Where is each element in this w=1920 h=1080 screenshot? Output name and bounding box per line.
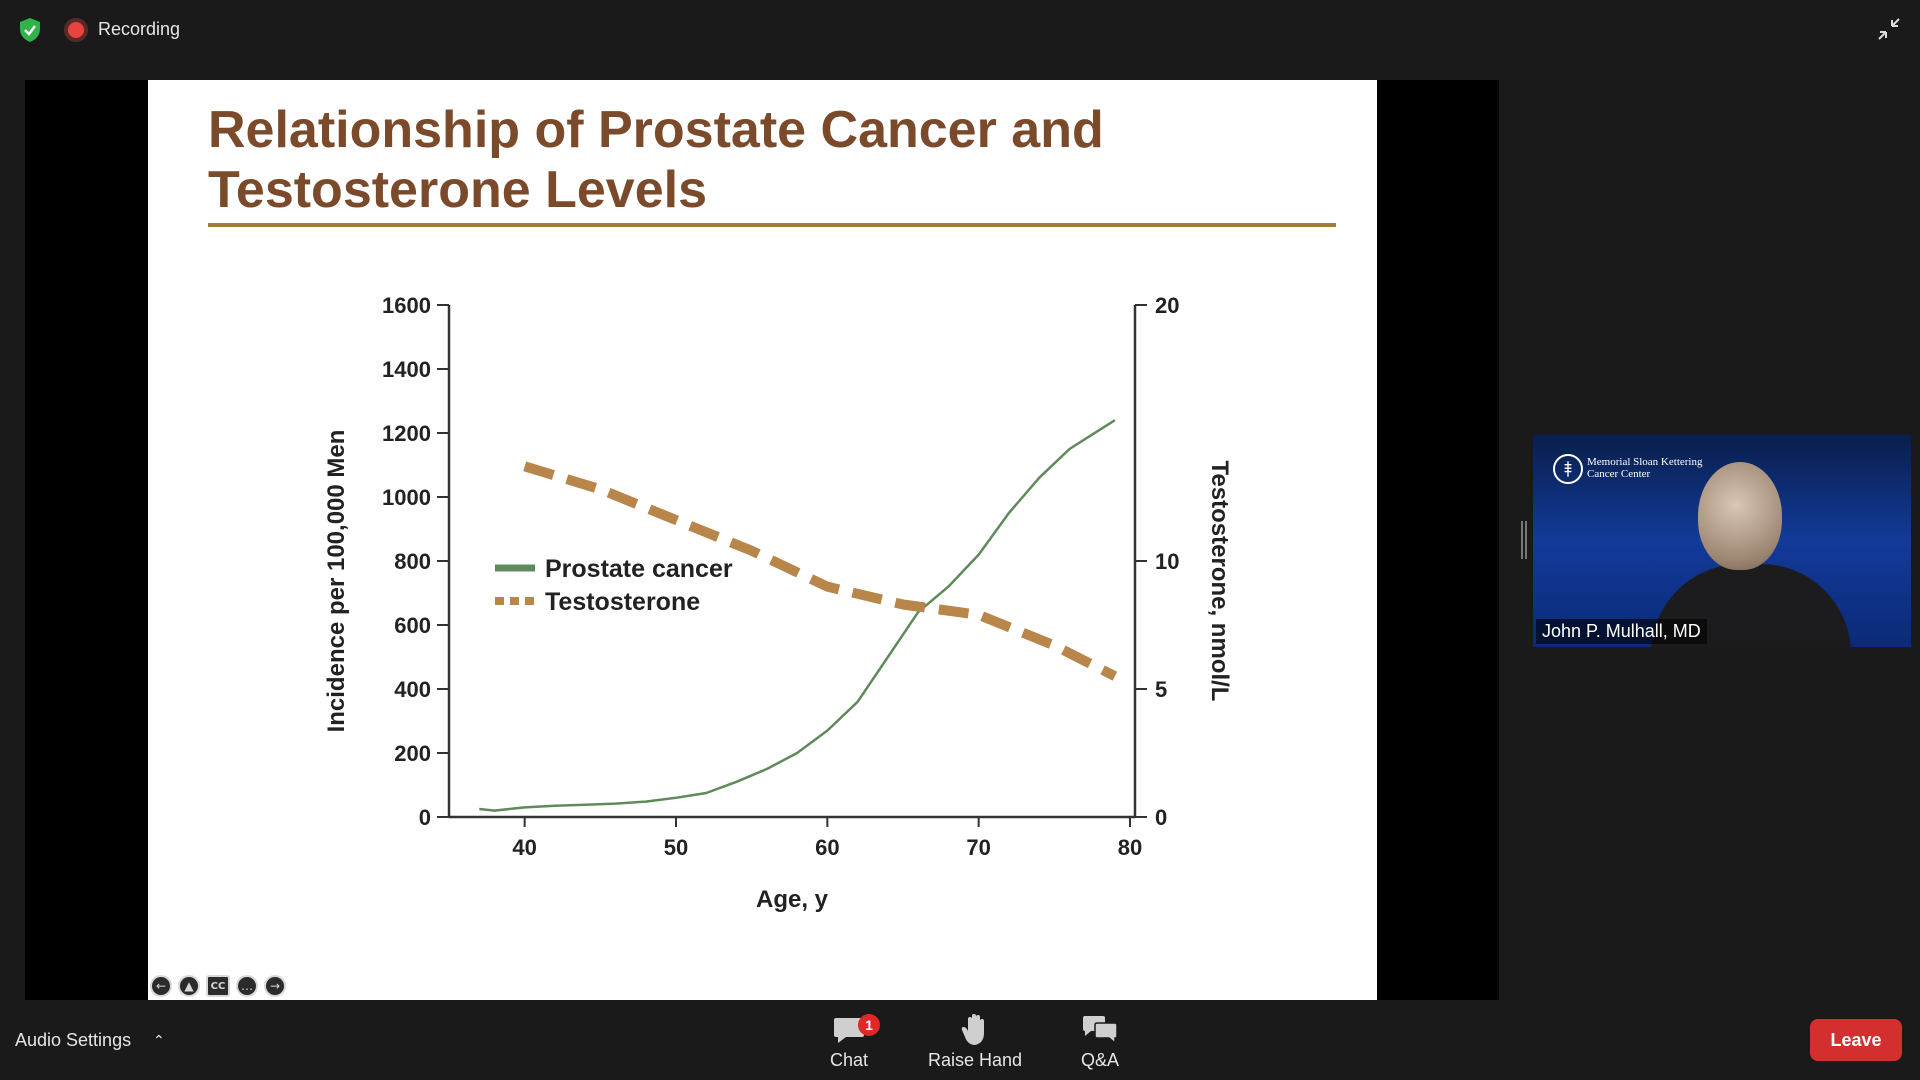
captions-button[interactable]: CC	[206, 975, 230, 997]
audio-settings-button[interactable]: Audio Settings	[15, 1030, 132, 1050]
legend-label: Testosterone	[545, 588, 700, 616]
chat-unread-badge: 1	[858, 1014, 880, 1036]
y-tick-label: 600	[394, 613, 431, 638]
qa-label: Q&A	[1080, 1050, 1119, 1070]
y2-tick-label: 0	[1155, 805, 1167, 830]
exit-fullscreen-icon[interactable]	[1876, 16, 1902, 42]
next-slide-icon[interactable]: →	[264, 975, 286, 997]
y-tick-label: 400	[394, 677, 431, 702]
y-tick-label: 200	[394, 741, 431, 766]
security-shield-icon[interactable]	[18, 17, 42, 43]
y-tick-label: 1400	[382, 357, 431, 382]
slide-controls: ← ▲ CC … →	[150, 975, 286, 999]
raise-hand-icon	[961, 1014, 984, 1045]
qa-button[interactable]: Q&A	[1045, 1010, 1155, 1074]
chevron-up-icon[interactable]: ⌃	[153, 1032, 165, 1048]
leave-button[interactable]: Leave	[1810, 1019, 1902, 1061]
meeting-toolbar: Audio Settings ⌃ 1 Chat Raise Hand Q&A L…	[0, 1000, 1920, 1080]
recording-icon[interactable]	[64, 18, 88, 42]
raise-hand-label: Raise Hand	[927, 1050, 1023, 1070]
x-tick-label: 70	[966, 835, 990, 860]
y-tick-label: 0	[419, 805, 431, 830]
x-tick-label: 80	[1118, 835, 1142, 860]
x-tick-label: 50	[664, 835, 688, 860]
y2-tick-label: 20	[1155, 293, 1179, 318]
chat-label: Chat	[829, 1050, 869, 1070]
more-options-icon[interactable]: …	[236, 975, 258, 997]
qa-icon	[1083, 1016, 1118, 1045]
slide-title-line2: Testosterone Levels	[208, 161, 708, 219]
legend-label: Prostate cancer	[545, 555, 733, 583]
chat-icon	[834, 1018, 864, 1043]
y-tick-label: 1200	[382, 421, 431, 446]
series-prostate-cancer-line	[479, 419, 1116, 812]
chart-y2label: Testosterone, nmol/L	[1206, 461, 1233, 702]
slide-title: Relationship of Prostate Cancer and Test…	[208, 100, 1308, 220]
x-tick-label: 40	[512, 835, 536, 860]
presentation-slide: Relationship of Prostate Cancer and Test…	[148, 80, 1377, 1000]
series-testosterone-line	[523, 461, 1118, 681]
chart-ylabel: Incidence per 100,000 Men	[323, 430, 350, 733]
chat-button[interactable]: 1 Chat	[794, 1010, 904, 1074]
y2-tick-label: 5	[1155, 677, 1167, 702]
top-bar: Recording	[0, 0, 1920, 60]
slide-title-line1: Relationship of Prostate Cancer and	[208, 101, 1104, 159]
x-tick-label: 60	[815, 835, 839, 860]
org-line2: Cancer Center	[1587, 468, 1651, 480]
chart-xlabel: Age, y	[756, 886, 829, 913]
pen-icon[interactable]: ▲	[178, 975, 200, 997]
title-underline	[208, 223, 1336, 227]
msk-logo-icon	[1553, 454, 1583, 484]
participant-video[interactable]: Memorial Sloan Kettering Cancer Center J…	[1533, 434, 1911, 647]
org-logo-text: Memorial Sloan Kettering Cancer Center	[1587, 456, 1702, 480]
raise-hand-button[interactable]: Raise Hand	[920, 1010, 1030, 1074]
y-tick-label: 1600	[382, 293, 431, 318]
org-line1: Memorial Sloan Kettering	[1587, 456, 1703, 468]
y-tick-label: 1000	[382, 485, 431, 510]
y-tick-label: 800	[394, 549, 431, 574]
participant-name: John P. Mulhall, MD	[1536, 619, 1707, 644]
chart-legend: Prostate cancer Testosterone	[495, 555, 733, 616]
y2-tick-label: 10	[1155, 549, 1179, 574]
recording-label[interactable]: Recording	[98, 19, 181, 39]
prev-slide-icon[interactable]: ←	[150, 975, 172, 997]
participant-head	[1698, 462, 1782, 570]
panel-resize-handle[interactable]	[1521, 521, 1527, 559]
chart: 0 200 400 600 800 1000 1200 1400 1600 0 5 10 20 40 50 6…	[323, 293, 1233, 913]
